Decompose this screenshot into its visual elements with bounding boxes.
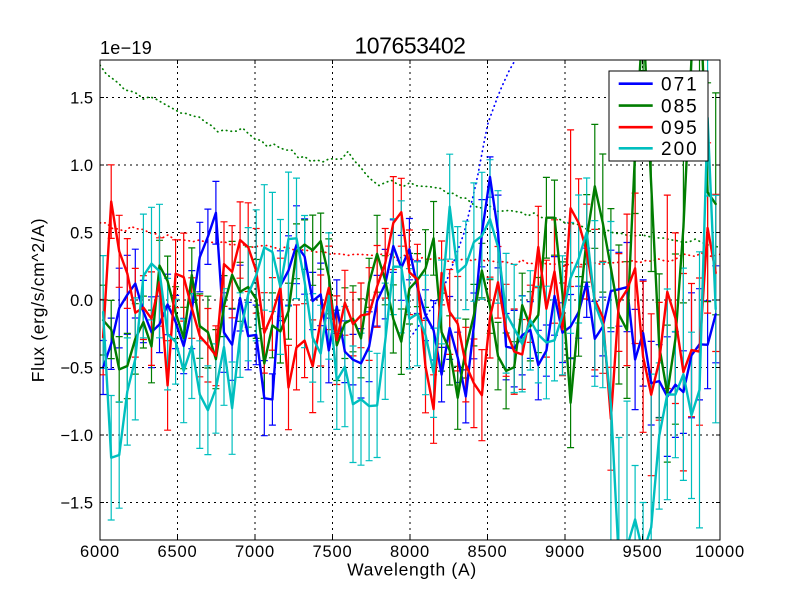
svg-text:−0.5: −0.5 xyxy=(60,360,93,378)
svg-text:7000: 7000 xyxy=(235,543,275,561)
svg-text:0.5: 0.5 xyxy=(70,225,93,243)
svg-text:10000: 10000 xyxy=(695,543,745,561)
svg-text:7500: 7500 xyxy=(313,543,353,561)
svg-text:9500: 9500 xyxy=(623,543,663,561)
svg-text:1e−19: 1e−19 xyxy=(100,38,152,58)
svg-text:6000: 6000 xyxy=(80,543,120,561)
svg-text:0.0: 0.0 xyxy=(70,292,93,310)
svg-text:1.5: 1.5 xyxy=(70,90,93,108)
svg-text:Flux (erg/s/cm^2/A): Flux (erg/s/cm^2/A) xyxy=(28,218,48,382)
svg-text:−1.5: −1.5 xyxy=(60,495,93,513)
svg-text:6500: 6500 xyxy=(158,543,198,561)
svg-text:095: 095 xyxy=(661,118,699,139)
svg-text:−1.0: −1.0 xyxy=(60,427,93,445)
svg-text:9000: 9000 xyxy=(545,543,585,561)
svg-text:1.0: 1.0 xyxy=(70,157,93,175)
svg-text:085: 085 xyxy=(661,96,699,117)
svg-text:8500: 8500 xyxy=(468,543,508,561)
svg-text:8000: 8000 xyxy=(390,543,430,561)
svg-text:Wavelength (A): Wavelength (A) xyxy=(347,560,477,580)
svg-text:107653402: 107653402 xyxy=(354,33,465,59)
svg-text:200: 200 xyxy=(661,139,699,160)
svg-text:071: 071 xyxy=(661,75,699,96)
